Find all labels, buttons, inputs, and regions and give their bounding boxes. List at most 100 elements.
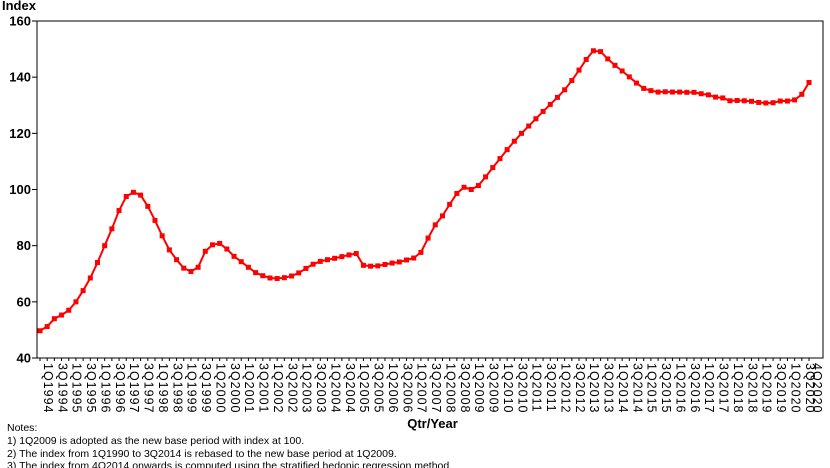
data-point-marker — [253, 270, 259, 276]
data-point-marker — [526, 123, 532, 129]
data-point-marker — [145, 203, 151, 209]
data-point-marker — [260, 273, 266, 279]
x-tick-label: 1Q2017 — [702, 363, 716, 413]
data-point-marker — [519, 130, 525, 136]
data-point-marker — [677, 89, 683, 95]
x-tick-label: 1Q2006 — [386, 363, 400, 413]
x-tick-label: 1Q2014 — [616, 363, 630, 413]
x-tick-label: 3Q2019 — [774, 363, 788, 413]
data-point-marker — [138, 192, 144, 198]
data-point-marker — [224, 246, 230, 252]
data-point-marker — [94, 260, 100, 266]
data-point-marker — [195, 264, 201, 270]
data-point-marker — [483, 174, 489, 180]
x-tick-label: 3Q1994 — [55, 363, 69, 413]
x-tick-label: 1Q2011 — [530, 363, 544, 413]
data-point-marker — [245, 264, 251, 270]
x-tick-label: 3Q1995 — [84, 363, 98, 413]
data-point-marker — [281, 275, 287, 281]
x-tick-label: 3Q2008 — [458, 363, 472, 413]
x-tick-label: 3Q2001 — [257, 363, 271, 413]
data-point-marker — [332, 255, 338, 261]
data-point-marker — [784, 98, 790, 104]
x-tick-label: 3Q2002 — [285, 363, 299, 413]
x-tick-label: 1Q2007 — [415, 363, 429, 413]
x-tick-label: 1Q2012 — [558, 363, 572, 413]
x-tick-label: 3Q2015 — [659, 363, 673, 413]
data-point-marker — [590, 48, 596, 54]
x-tick-label: 3Q2017 — [717, 363, 731, 413]
x-tick-label: 1Q2001 — [242, 363, 256, 413]
data-point-marker — [396, 259, 402, 265]
data-point-marker — [267, 275, 273, 281]
x-tick-label: 1Q2003 — [300, 363, 314, 413]
x-tick-label: 3Q2006 — [400, 363, 414, 413]
x-tick-label: 1Q1998 — [156, 363, 170, 413]
data-point-marker — [655, 89, 661, 95]
data-point-marker — [368, 263, 374, 269]
x-tick-label: 1Q2004 — [328, 363, 342, 413]
data-point-marker — [59, 312, 65, 318]
x-tick-label: 3Q2020 — [803, 363, 817, 413]
notes-heading: Notes: — [7, 422, 38, 434]
data-point-marker — [684, 89, 690, 95]
data-point-marker — [468, 187, 474, 192]
x-tick-label: 1Q2010 — [501, 363, 515, 413]
data-point-marker — [238, 259, 244, 265]
data-point-marker — [662, 89, 668, 95]
x-tick-label: 3Q1996 — [113, 363, 127, 413]
y-axis-title: Index — [2, 0, 36, 13]
data-point-marker — [439, 213, 445, 219]
data-point-marker — [619, 68, 625, 74]
x-tick-label: 3Q2009 — [487, 363, 501, 413]
x-tick-label: 1Q2002 — [271, 363, 285, 413]
x-tick-label: 1Q1997 — [127, 363, 141, 413]
data-point-marker — [44, 324, 50, 330]
note-line-2: 2) The index from 1Q1990 to 3Q2014 is re… — [7, 447, 397, 460]
x-axis-title: Qtr/Year — [407, 416, 458, 431]
data-point-marker — [540, 108, 546, 114]
data-point-marker — [181, 265, 187, 271]
data-point-marker — [605, 56, 611, 62]
x-tick-label: 3Q2014 — [630, 363, 644, 413]
y-tick-label: 40 — [17, 351, 31, 366]
data-point-marker — [741, 98, 747, 104]
x-tick-label: 3Q2005 — [372, 363, 386, 413]
data-point-marker — [705, 92, 711, 98]
data-point-marker — [389, 260, 395, 266]
data-point-marker — [109, 226, 115, 232]
data-point-marker — [461, 184, 467, 190]
data-point-marker — [188, 269, 194, 275]
x-tick-label: 3Q2012 — [573, 363, 587, 413]
data-point-marker — [612, 62, 618, 68]
data-point-marker — [102, 243, 108, 249]
x-tick-label: 1Q1999 — [185, 363, 199, 413]
data-point-marker — [339, 254, 345, 260]
data-point-marker — [310, 261, 316, 267]
data-point-marker — [382, 261, 388, 267]
data-point-marker — [770, 100, 776, 106]
data-point-marker — [583, 56, 589, 62]
data-point-marker — [174, 257, 180, 263]
x-tick-label: 3Q2003 — [314, 363, 328, 413]
data-point-marker — [475, 183, 481, 189]
x-tick-label: 3Q1998 — [170, 363, 184, 413]
x-tick-label: 3Q1997 — [142, 363, 156, 413]
data-point-marker — [799, 91, 805, 97]
x-tick-label: 1Q2018 — [731, 363, 745, 413]
data-point-marker — [411, 255, 417, 261]
data-point-marker — [727, 98, 733, 104]
data-point-marker — [404, 257, 410, 263]
x-tick-label: 1Q2008 — [443, 363, 457, 413]
data-point-marker — [130, 189, 136, 195]
y-tick-label: 80 — [17, 238, 31, 253]
data-point-marker — [734, 97, 740, 103]
x-tick-label: 3Q2011 — [544, 363, 558, 413]
data-point-marker — [87, 275, 93, 281]
data-point-marker — [152, 217, 158, 223]
data-point-marker — [209, 242, 215, 248]
data-point-marker — [217, 240, 223, 246]
data-point-marker — [763, 100, 769, 106]
